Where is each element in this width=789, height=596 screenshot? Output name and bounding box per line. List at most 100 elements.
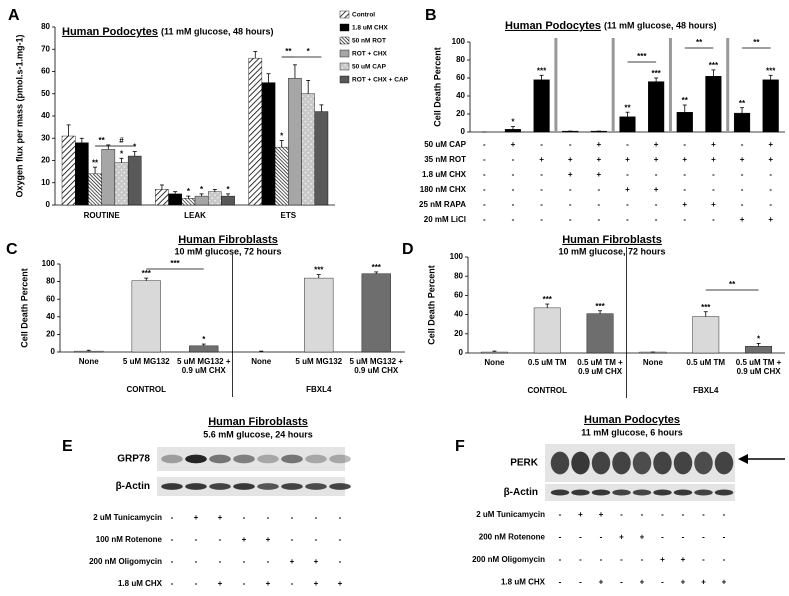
treatment-sign: - xyxy=(339,535,342,544)
condition-sign: - xyxy=(683,170,686,179)
treatment-sign: - xyxy=(579,533,582,542)
bracket-label: *** xyxy=(637,52,647,61)
x-tick-label: ROUTINE xyxy=(84,211,121,220)
treatment-sign: + xyxy=(218,579,223,588)
y-axis-label: Oxygen flux per mass (pmol.s-1.mg-1) xyxy=(14,34,24,197)
blot-band xyxy=(161,483,183,490)
blot-band xyxy=(673,451,693,475)
blot-band xyxy=(550,451,570,475)
x-tick-label: 0.5 uM TM xyxy=(686,358,726,367)
condition-sign: - xyxy=(683,140,686,149)
blot-band xyxy=(161,454,183,464)
condition-sign: - xyxy=(512,185,515,194)
condition-sign: - xyxy=(741,200,744,209)
treatment-sign: - xyxy=(661,578,664,587)
y-axis-label: Cell Death Percent xyxy=(19,268,29,348)
blot-subtitle: 11 mM glucose, 6 hours xyxy=(581,427,683,437)
significance: *** xyxy=(543,295,553,304)
condition-sign: - xyxy=(540,200,543,209)
treatment-sign: - xyxy=(559,578,562,587)
bar xyxy=(181,198,196,206)
treatment-sign: - xyxy=(559,555,562,564)
bar xyxy=(745,346,772,354)
significance: * xyxy=(757,335,761,344)
condition-sign: - xyxy=(483,155,486,164)
bracket-label: ** xyxy=(729,280,736,289)
condition-label: 20 mM LiCl xyxy=(424,215,466,224)
blot-band xyxy=(653,489,672,496)
blot-band xyxy=(694,451,713,475)
condition-label: 50 uM CAP xyxy=(424,140,466,149)
blot-band xyxy=(591,451,611,475)
treatment-label: 2 uM Tunicamycin xyxy=(93,513,162,522)
treatment-sign: + xyxy=(578,510,583,519)
blot-band xyxy=(329,454,351,464)
condition-sign: - xyxy=(512,215,515,224)
x-tick-label: 5 uM MG132 + 0.9 uM CHX xyxy=(176,357,231,375)
condition-sign: + xyxy=(682,155,687,164)
treatment-sign: - xyxy=(723,555,726,564)
x-tick-label: None xyxy=(642,358,663,367)
x-tick-label: LEAK xyxy=(184,211,206,220)
condition-sign: - xyxy=(712,185,715,194)
blot-band xyxy=(233,454,255,464)
condition-label: 25 nM RAPA xyxy=(419,200,466,209)
panel-letter: B xyxy=(425,7,437,24)
y-tick-label: 20 xyxy=(456,109,465,118)
blot-band xyxy=(714,451,734,475)
condition-sign: - xyxy=(569,185,572,194)
panel-letter: E xyxy=(62,438,73,455)
treatment-sign: - xyxy=(620,578,623,587)
legend-swatch xyxy=(339,36,350,45)
treatment-sign: - xyxy=(682,533,685,542)
condition-sign: - xyxy=(769,200,772,209)
treatment-sign: - xyxy=(600,533,603,542)
significance: *** xyxy=(766,66,776,75)
bracket-label: ** xyxy=(696,38,703,47)
x-tick-label: None xyxy=(78,357,99,366)
treatment-sign: - xyxy=(641,555,644,564)
condition-sign: + xyxy=(711,155,716,164)
blot-band xyxy=(257,483,279,490)
legend-label: 50 uM CAP xyxy=(352,64,387,71)
condition-sign: - xyxy=(483,140,486,149)
condition-sign: - xyxy=(483,170,486,179)
condition-sign: + xyxy=(511,140,516,149)
bar xyxy=(705,75,722,133)
bar xyxy=(208,191,222,206)
bar xyxy=(648,81,665,133)
blot-band xyxy=(550,489,570,496)
bar xyxy=(274,146,289,206)
treatment-sign: - xyxy=(195,557,198,566)
bar xyxy=(288,77,302,206)
bar xyxy=(168,193,182,206)
treatment-sign: - xyxy=(171,535,174,544)
treatment-sign: - xyxy=(723,510,726,519)
y-tick-label: 60 xyxy=(46,294,55,303)
treatment-label: 100 nM Rotenone xyxy=(96,535,163,544)
y-tick-label: 80 xyxy=(41,22,50,31)
treatment-sign: - xyxy=(267,557,270,566)
y-tick-label: 0 xyxy=(46,200,51,209)
y-tick-label: 40 xyxy=(41,111,50,120)
y-tick-label: 60 xyxy=(41,67,50,76)
group-label: FBXL4 xyxy=(306,385,332,394)
x-tick-label: 5 uM MG132 xyxy=(122,357,170,366)
condition-sign: - xyxy=(683,185,686,194)
treatment-sign: - xyxy=(579,578,582,587)
condition-sign: - xyxy=(712,215,715,224)
bar xyxy=(74,350,104,353)
treatment-sign: - xyxy=(171,513,174,522)
treatment-sign: - xyxy=(702,533,705,542)
bar xyxy=(131,280,161,353)
treatment-sign: + xyxy=(338,579,343,588)
chart-title: Human Podocytes xyxy=(505,20,601,32)
bracket-label: * xyxy=(307,47,311,56)
bar xyxy=(189,345,219,353)
treatment-sign: + xyxy=(619,533,624,542)
panel-letter: C xyxy=(6,241,18,258)
bar xyxy=(586,313,614,354)
bar xyxy=(304,277,334,353)
treatment-sign: - xyxy=(600,555,603,564)
legend-label: 1.8 uM CHX xyxy=(352,25,388,32)
